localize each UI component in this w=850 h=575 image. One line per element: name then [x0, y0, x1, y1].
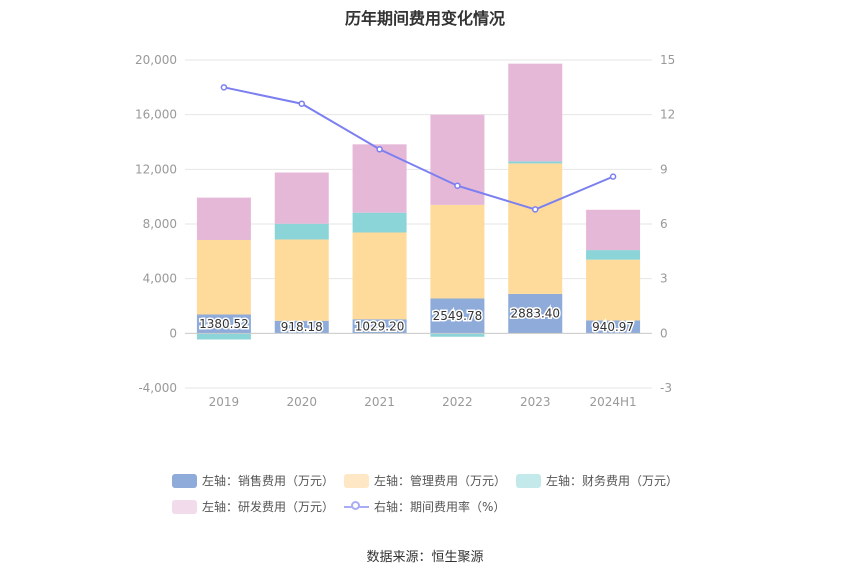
left-tick-label: 0: [169, 326, 177, 340]
x-axis: 2019 2020 2021 2022 2023 2024H1: [185, 332, 652, 409]
grid-lines: [185, 59, 652, 389]
finance-bar: [508, 161, 563, 164]
rd-bar: [196, 197, 251, 240]
ratio-point: [298, 100, 305, 107]
sales-data-label: 940.97: [592, 320, 634, 334]
ratio-point: [532, 206, 539, 213]
left-tick-label: 8,000: [143, 217, 177, 231]
legend-label-admin: 左轴：管理费用（万元）: [374, 474, 507, 488]
rd-bar: [508, 63, 563, 162]
legend-item-rd[interactable]: 左轴：研发费用（万元）: [172, 498, 334, 515]
left-tick-label: 20,000: [135, 53, 177, 67]
rd-bar: [352, 144, 407, 213]
legend-label-sales: 左轴：销售费用（万元）: [202, 474, 335, 488]
sales-bar: [508, 293, 563, 334]
admin-bar: [274, 239, 329, 321]
x-tick-label: 2022: [442, 395, 473, 409]
admin-bar: [352, 232, 407, 320]
rd-bar: [430, 114, 485, 205]
right-axis: -3 0 3 6 9 12 15: [660, 53, 675, 395]
left-tick-label: 16,000: [135, 108, 177, 122]
ratio-point: [220, 84, 228, 91]
right-tick-label: 9: [660, 162, 668, 176]
right-tick-label: 15: [660, 53, 675, 67]
finance-bar: [274, 223, 329, 240]
legend-swatch-admin: [344, 473, 369, 488]
legend-item-admin[interactable]: 左轴：管理费用（万元）: [344, 472, 506, 489]
sales-data-label: 1029.20: [355, 319, 405, 333]
sales-bar: [352, 319, 407, 334]
x-tick-label: 2024H1: [589, 395, 636, 409]
sales-data-label: 2549.78: [433, 309, 483, 323]
admin-bar: [508, 163, 563, 294]
right-tick-label: 0: [660, 326, 668, 340]
finance-bar: [586, 250, 641, 260]
right-tick-label: 6: [660, 217, 668, 231]
legend-label-rd: 左轴：研发费用（万元）: [202, 500, 335, 514]
admin-bar: [586, 259, 641, 321]
data-source: 数据来源：恒生聚源: [366, 550, 484, 565]
admin-bar: [430, 204, 485, 299]
left-axis: -4,000 0 4,000 8,000 12,000 16,000 20,000: [135, 53, 177, 395]
rd-bar: [586, 209, 641, 251]
sales-bar: [274, 320, 329, 334]
right-tick-label: -3: [660, 381, 672, 395]
legend-item-ratio[interactable]: 右轴：期间费用率（%）: [344, 498, 505, 515]
right-tick-label: 12: [660, 108, 675, 122]
rd-bar: [274, 172, 329, 224]
x-tick-label: 2023: [520, 395, 551, 409]
sales-data-label: 918.18: [281, 320, 323, 334]
chart-title: 历年期间费用变化情况: [344, 9, 505, 28]
sales-bar: [196, 314, 251, 334]
x-tick-label: 2019: [209, 395, 240, 409]
sales-bar: [586, 320, 641, 334]
legend-item-finance[interactable]: 左轴：财务费用（万元）: [516, 472, 678, 489]
legend-swatch-sales: [172, 473, 197, 488]
admin-bar: [196, 239, 251, 315]
x-tick-label: 2021: [364, 395, 395, 409]
legend-label-ratio: 右轴：期间费用率（%）: [374, 500, 506, 514]
ratio-point: [454, 182, 461, 189]
legend-item-sales[interactable]: 左轴：销售费用（万元）: [172, 472, 334, 489]
legend-swatch-rd: [172, 499, 197, 514]
ratio-line: [220, 84, 617, 213]
ratio-point: [609, 173, 617, 180]
bars: [196, 63, 641, 340]
sales-bar: [430, 298, 485, 334]
left-tick-label: 12,000: [135, 162, 177, 176]
sales-data-label: 1380.52: [199, 317, 249, 331]
legend-swatch-ratio: [344, 500, 369, 514]
sales-data-label: 2883.40: [510, 307, 560, 321]
left-tick-label: -4,000: [138, 381, 177, 395]
left-tick-label: 4,000: [143, 272, 177, 286]
legend-swatch-finance: [516, 473, 541, 488]
ratio-point: [376, 146, 383, 153]
x-tick-label: 2020: [286, 395, 317, 409]
data-labels: 1380.52 918.18 1029.20 2549.78 2883.40 940.97: [198, 305, 636, 335]
right-tick-label: 3: [660, 272, 668, 286]
ratio-polyline: [223, 86, 614, 211]
finance-bar: [196, 333, 251, 340]
finance-bar: [352, 212, 407, 233]
finance-bar: [430, 333, 485, 337]
legend-label-finance: 左轴：财务费用（万元）: [546, 474, 679, 488]
